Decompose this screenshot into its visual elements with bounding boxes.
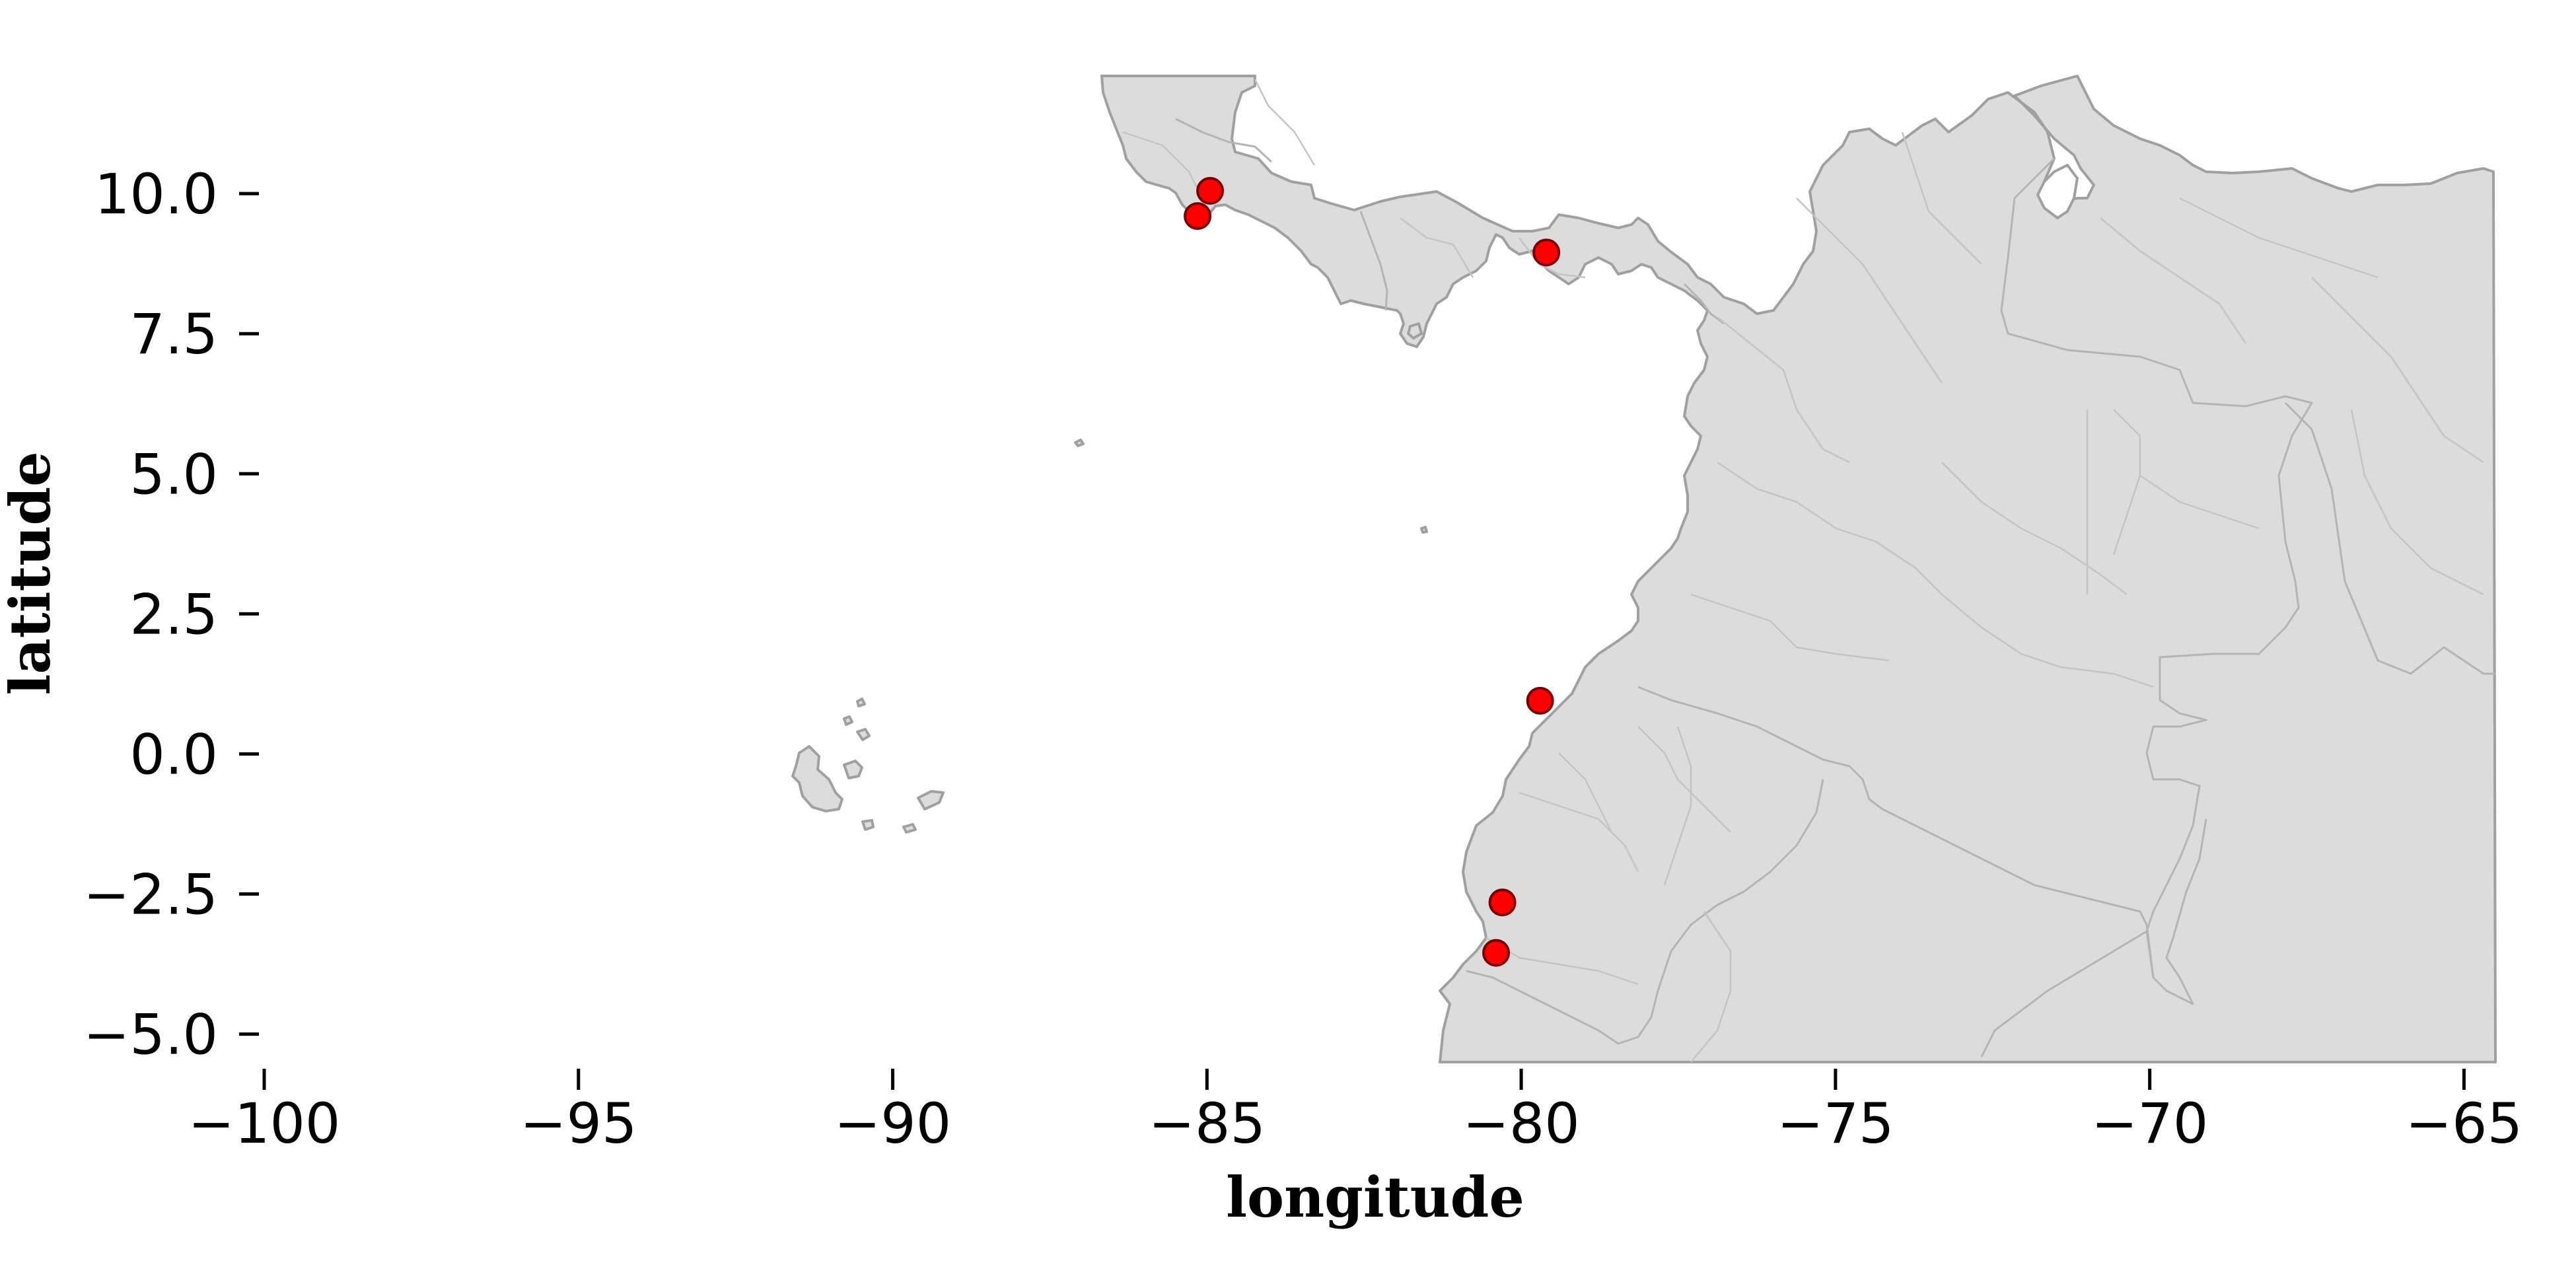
galapagos-floreana [861, 819, 875, 831]
admin-line [2100, 217, 2247, 344]
country-borders [1175, 118, 2495, 1057]
border-panama-colombia [1683, 283, 1725, 325]
marker-layer [1184, 176, 1561, 967]
admin-line [1717, 461, 1943, 595]
y-tick-label: 5.0 [129, 442, 218, 507]
x-tick-label: −100 [188, 1091, 341, 1156]
galapagos-santiago [856, 728, 871, 741]
admin-line [2311, 277, 2484, 464]
x-tick-label: −85 [1149, 1091, 1266, 1156]
y-tick-label: 2.5 [129, 582, 218, 647]
border-colombia-venezuela [2000, 157, 2313, 1005]
y-axis-title: latitude [0, 451, 63, 695]
location-marker[interactable] [1184, 202, 1212, 231]
border-ecuador-peru [1466, 779, 1824, 1045]
y-tick-label: 10.0 [94, 162, 218, 227]
malpelo-island [1420, 526, 1428, 534]
x-tick-label: −90 [834, 1091, 951, 1156]
admin-line [2139, 474, 2260, 530]
location-marker[interactable] [1482, 939, 1511, 967]
admin-line [2179, 197, 2379, 279]
x-axis: −100 −95 −90 −85 −80 −75 −70 −65 [188, 1069, 2522, 1156]
lake-maracaibo [2036, 163, 2079, 220]
admin-line [1663, 726, 1692, 886]
location-marker[interactable] [1526, 686, 1554, 715]
y-tick-label: 0.0 [129, 722, 218, 787]
border-nicaragua-costa-rica [1175, 118, 1273, 163]
x-tick-label: −70 [2091, 1091, 2208, 1156]
border-colombia-ecuador [1637, 686, 1896, 817]
admin-line [1901, 131, 1982, 265]
x-tick-label: −75 [1777, 1091, 1894, 1156]
admin-line [2350, 409, 2484, 596]
x-tick-label: −80 [1462, 1091, 1579, 1156]
border-brazil-colombia-south [2145, 924, 2155, 978]
admin-line [1690, 593, 1890, 662]
admin-line [1519, 791, 1639, 873]
admin-line [1519, 237, 1586, 279]
admin-line [1796, 197, 1943, 384]
y-axis: −5.0 −2.5 0.0 2.5 5.0 7.5 10.0 [83, 162, 259, 1067]
admin-line [1637, 726, 1731, 833]
location-marker[interactable] [1532, 238, 1561, 267]
border-costa-rica-panama [1359, 211, 1388, 311]
x-tick-label: −95 [520, 1091, 637, 1156]
galapagos-santa-cruz [843, 760, 863, 779]
border-peru-brazil [1980, 930, 2147, 1057]
admin-line [1690, 911, 1732, 1063]
location-marker[interactable] [1488, 888, 1517, 917]
y-tick-label: −2.5 [83, 863, 218, 927]
cocos-island [1074, 439, 1085, 447]
land-layer [791, 75, 2497, 1063]
land-mainland [1100, 75, 2497, 1063]
admin-line [1717, 316, 1850, 464]
admin-line [1941, 594, 2154, 688]
admin-line [1254, 79, 1316, 166]
galapagos-marchena [856, 698, 866, 707]
admin-boundaries [1122, 79, 2484, 1063]
x-axis-title: longitude [1226, 1164, 1524, 1230]
y-tick-label: −5.0 [83, 1003, 218, 1067]
galapagos-espanola [902, 823, 917, 834]
admin-line [1400, 217, 1474, 278]
galapagos-genovesa [843, 715, 853, 726]
admin-line [1558, 752, 1613, 833]
admin-line [1941, 462, 2128, 595]
galapagos-isabela [791, 745, 843, 812]
border-colombia-peru [1895, 814, 2148, 925]
galapagos-san-cristobal [917, 790, 945, 810]
coiba-island [1407, 322, 1423, 340]
admin-line [1122, 131, 1203, 199]
border-venezuela-brazil [2284, 402, 2495, 675]
y-tick-label: 7.5 [129, 302, 218, 367]
location-marker[interactable] [1196, 176, 1225, 205]
x-tick-label: −65 [2406, 1091, 2522, 1156]
